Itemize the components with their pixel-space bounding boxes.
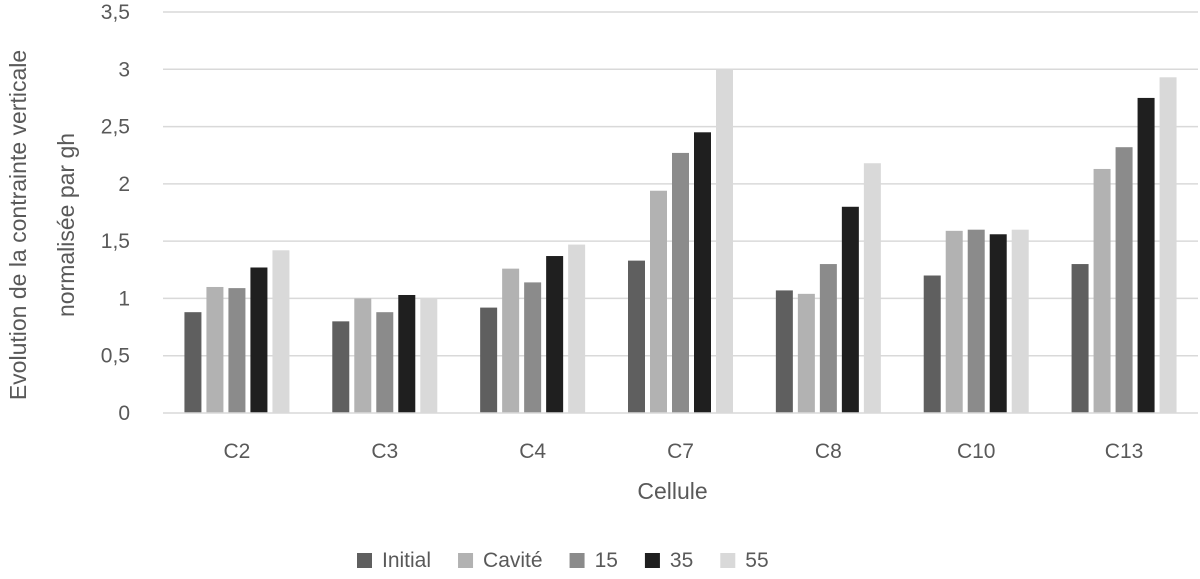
bar-C13-Initial [1071, 264, 1089, 413]
bars [184, 69, 1177, 414]
legend-label-Initial: Initial [382, 549, 431, 572]
y-tick-label: 1,5 [101, 230, 130, 253]
bar-C7-15 [672, 152, 689, 413]
bar-C7-55 [716, 69, 733, 414]
bar-C10-Initial [923, 275, 941, 413]
bar-C4-35 [546, 256, 564, 413]
y-axis-ticks: 0 0,5 1 1,5 2 2,5 3 3,5 [101, 1, 130, 425]
bar-C10-Cavité [945, 230, 963, 413]
bar-C4-55 [568, 244, 586, 413]
y-axis-title: Evolution de la contrainte verticale nor… [5, 50, 79, 400]
bar-C2-35 [250, 267, 268, 413]
y-axis-title-line-1: Evolution de la contrainte verticale [5, 50, 31, 400]
bar-C2-Cavité [206, 286, 224, 413]
x-axis-categories: C2 C3 C4 C7 C8 C10 C13 [223, 440, 1143, 463]
x-tick-label: C4 [519, 440, 546, 463]
bar-C8-35 [841, 206, 859, 413]
y-tick-label: 2,5 [101, 116, 130, 139]
bar-C3-35 [398, 294, 416, 413]
y-axis-title-line-2: normalisée par gh [53, 133, 79, 317]
x-tick-label: C7 [667, 440, 694, 463]
bar-C4-Cavité [502, 268, 520, 413]
y-tick-label: 1 [118, 287, 130, 310]
bar-C10-15 [967, 229, 985, 413]
bar-C2-15 [228, 288, 246, 413]
bar-C13-35 [1137, 97, 1155, 413]
x-tick-label: C10 [957, 440, 996, 463]
bar-C8-15 [819, 264, 837, 413]
legend-label-Cavité: Cavité [483, 549, 543, 572]
y-tick-label: 0,5 [101, 345, 130, 368]
bar-C13-Cavité [1093, 168, 1111, 413]
x-tick-label: C3 [371, 440, 398, 463]
bar-C2-55 [272, 250, 290, 413]
bar-C8-Initial [775, 290, 793, 413]
y-tick-label: 0 [118, 402, 130, 425]
bar-C8-55 [863, 163, 881, 413]
bar-C3-Initial [332, 321, 350, 413]
bar-C7-Initial [628, 260, 645, 413]
legend-swatch-Cavité [458, 553, 474, 568]
x-tick-label: C8 [815, 440, 842, 463]
bar-C4-15 [524, 282, 542, 413]
legend-swatch-Initial [357, 553, 372, 568]
legend-label-35: 35 [670, 549, 693, 572]
legend-label-55: 55 [745, 549, 768, 572]
bar-C7-35 [694, 132, 711, 414]
x-tick-label: C2 [223, 440, 250, 463]
bar-C10-55 [1011, 229, 1029, 413]
legend-swatch-35 [644, 553, 660, 568]
legend-swatch-55 [720, 553, 736, 568]
bar-C13-55 [1159, 77, 1177, 413]
bar-C10-35 [989, 234, 1007, 413]
bar-C13-15 [1115, 147, 1133, 414]
bar-C2-Initial [184, 312, 202, 413]
x-axis-title: Cellule [637, 478, 707, 504]
y-tick-label: 3,5 [101, 1, 130, 24]
bar-C4-Initial [480, 307, 498, 413]
legend-label-15: 15 [595, 549, 618, 572]
x-tick-label: C13 [1105, 440, 1144, 463]
bar-C8-Cavité [797, 293, 815, 413]
y-tick-label: 2 [118, 173, 130, 196]
bar-C7-Cavité [650, 190, 667, 413]
bar-C3-Cavité [354, 298, 372, 413]
legend: Initial Cavité 15 35 55 [357, 549, 769, 572]
legend-swatch-15 [569, 553, 585, 568]
bar-C3-55 [420, 298, 438, 413]
bar-C3-15 [376, 312, 394, 413]
y-tick-label: 3 [118, 58, 130, 81]
